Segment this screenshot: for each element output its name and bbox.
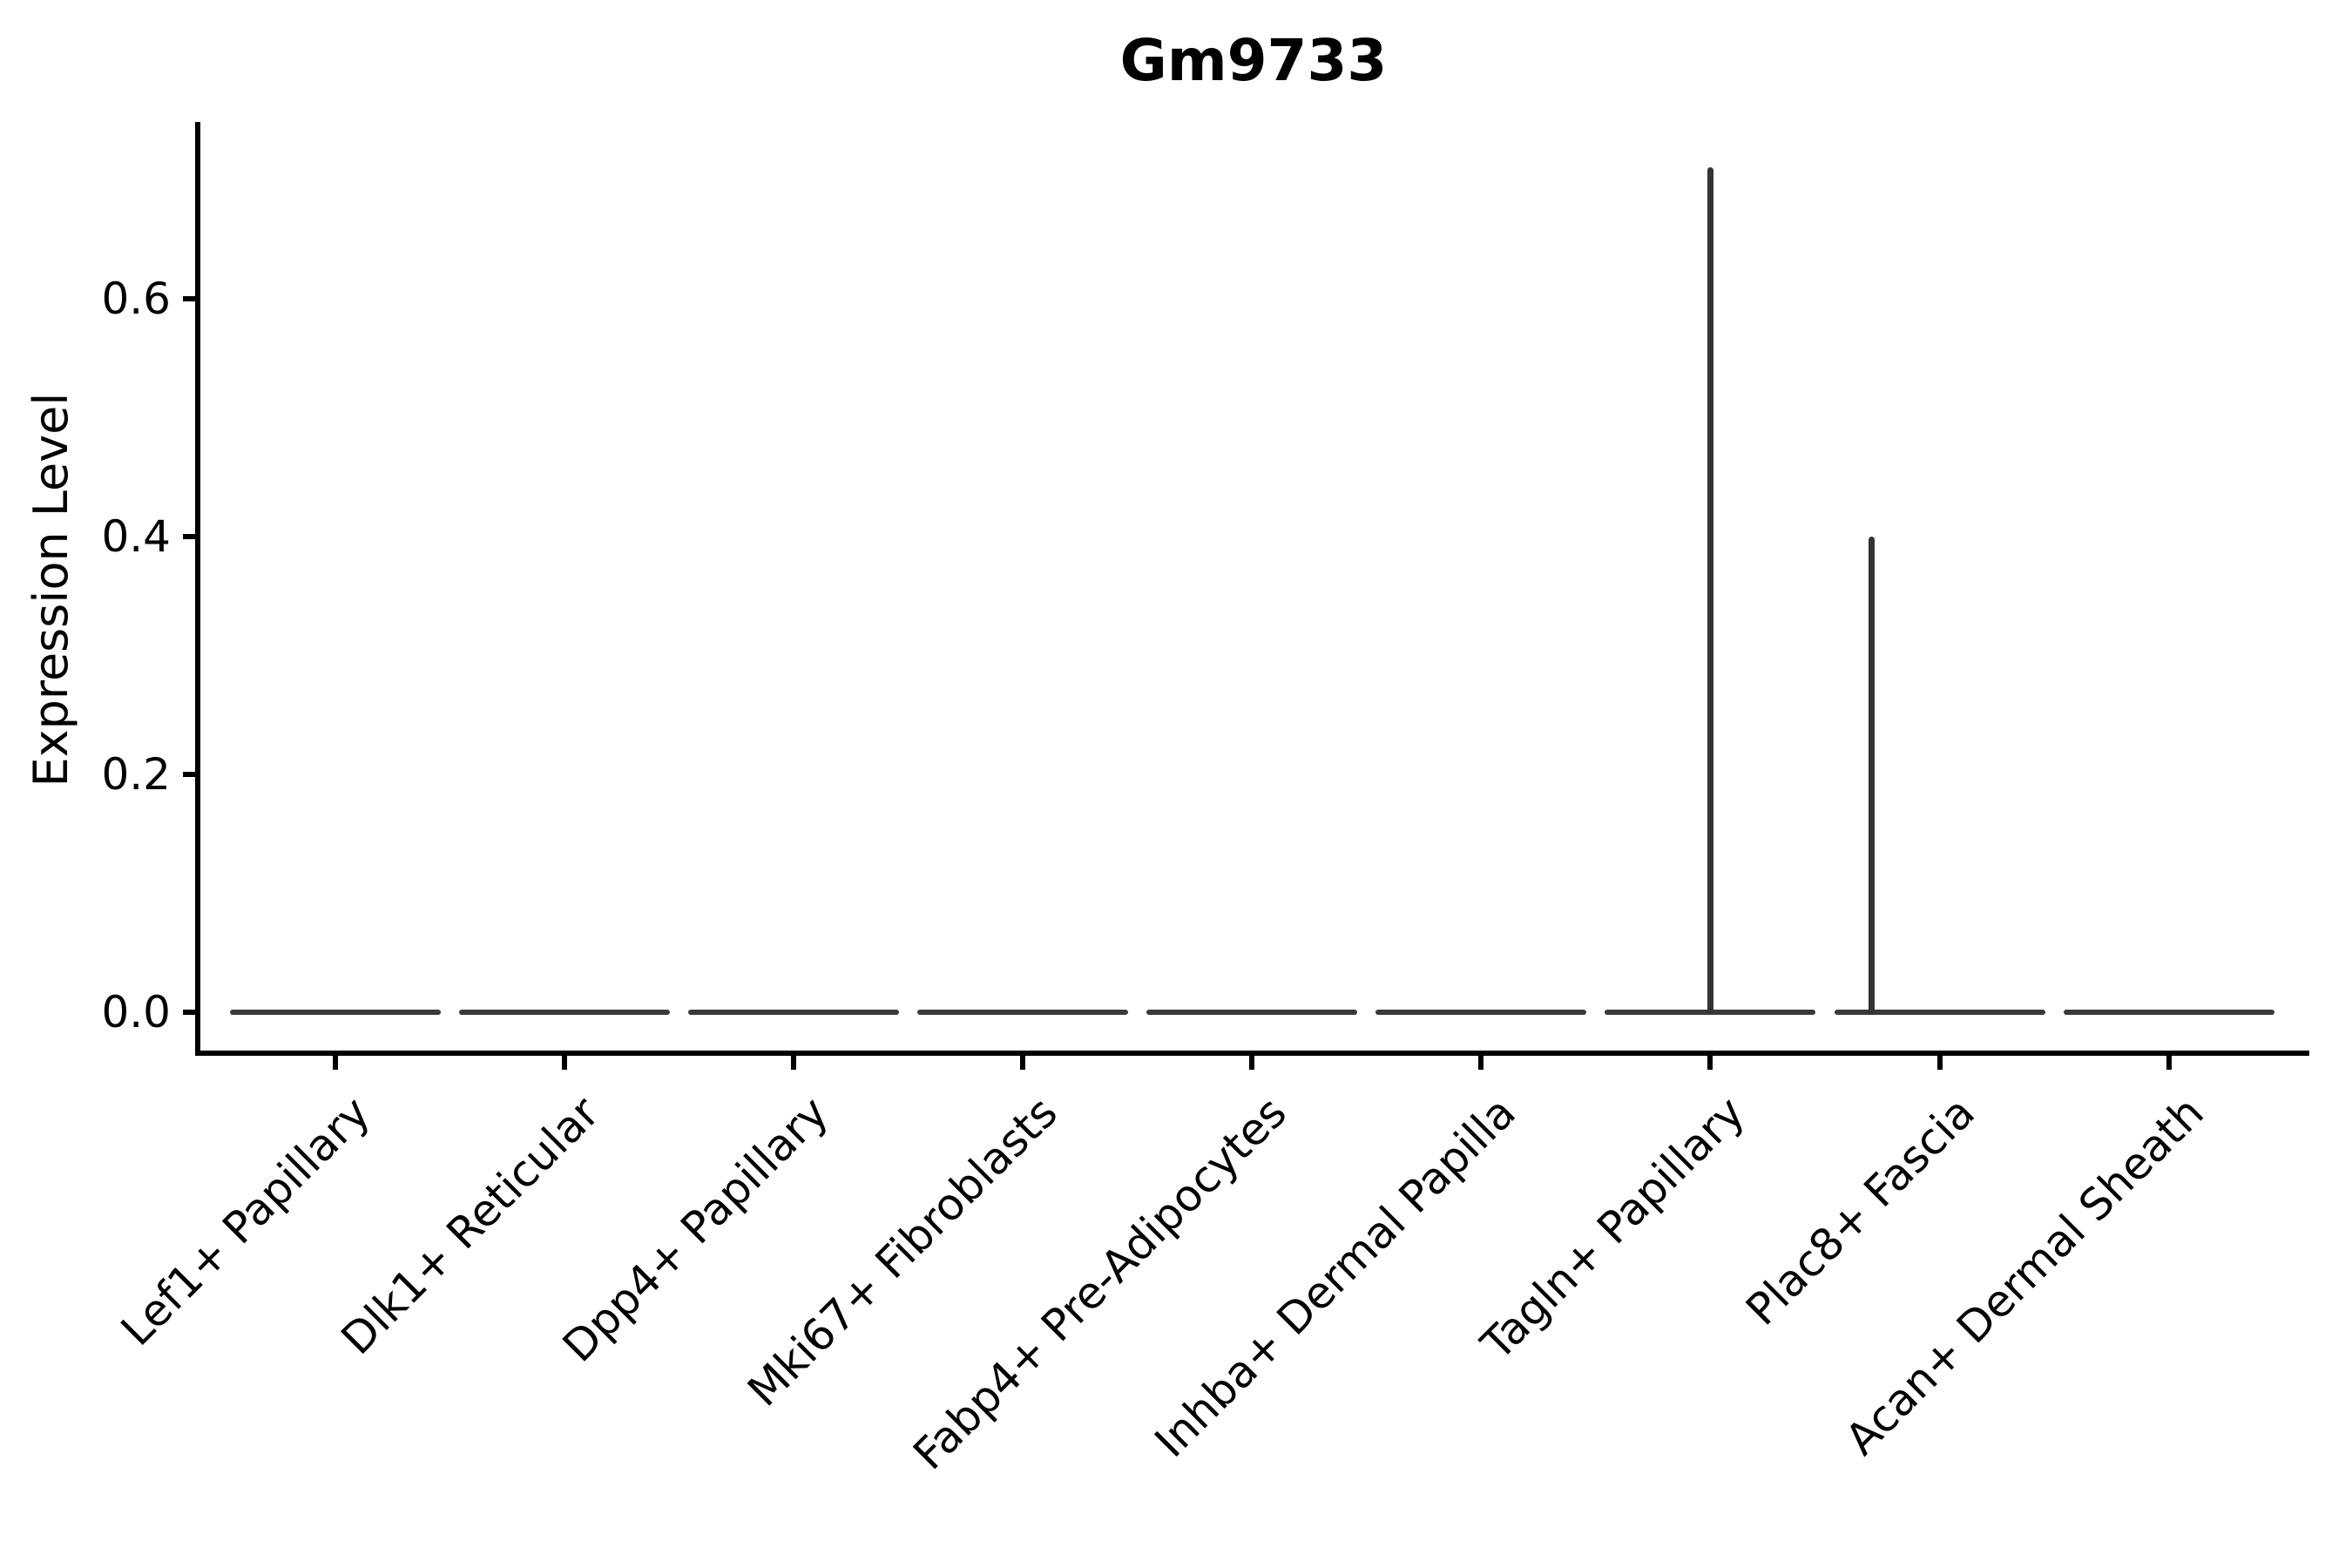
x-tick: [562, 1056, 567, 1070]
x-tick: [1249, 1056, 1254, 1070]
violin-body: [1835, 1010, 2045, 1015]
x-tick-label: Acan+ Dermal Sheath: [1835, 1086, 2213, 1465]
violin-body: [459, 1010, 670, 1015]
x-tick-label: Dpp4+ Papillary: [552, 1086, 838, 1372]
violin-spike: [1707, 167, 1713, 1015]
x-axis-line: [195, 1051, 2309, 1056]
x-tick: [1707, 1056, 1713, 1070]
violin-body: [1146, 1010, 1357, 1015]
x-tick-label: Dlk1+ Reticular: [331, 1086, 609, 1365]
y-axis-label: Expression Level: [24, 392, 78, 787]
x-tick-label: Inhba+ Dermal Papilla: [1145, 1086, 1525, 1468]
y-tick-label: 0.0: [101, 986, 171, 1037]
violin-body: [688, 1010, 899, 1015]
y-tick-label: 0.4: [101, 510, 171, 562]
x-tick: [1937, 1056, 1943, 1070]
y-tick: [183, 771, 195, 777]
x-tick: [1478, 1056, 1484, 1070]
x-tick-label: Plac8+ Fascia: [1736, 1086, 1984, 1335]
x-tick: [2166, 1056, 2172, 1070]
violin-body: [2064, 1010, 2274, 1015]
x-tick: [1020, 1056, 1025, 1070]
y-tick-label: 0.2: [101, 748, 171, 800]
x-tick: [791, 1056, 796, 1070]
y-tick: [183, 295, 195, 301]
y-tick-label: 0.6: [101, 273, 171, 324]
violin-body: [230, 1010, 441, 1015]
y-tick: [183, 1009, 195, 1015]
violin-body: [917, 1010, 1128, 1015]
x-tick: [333, 1056, 338, 1070]
violin-body: [1375, 1010, 1586, 1015]
y-tick: [183, 533, 195, 539]
x-tick-label: Mki67+ Fibroblasts: [738, 1086, 1067, 1416]
plot-title: Gm9733: [1119, 27, 1388, 94]
x-tick-label: Fabp4+ Pre-Adipocytes: [903, 1086, 1296, 1480]
violin-spike: [1868, 536, 1875, 1015]
y-axis-line: [195, 122, 200, 1056]
x-tick-label: Tagln+ Papillary: [1471, 1086, 1754, 1370]
